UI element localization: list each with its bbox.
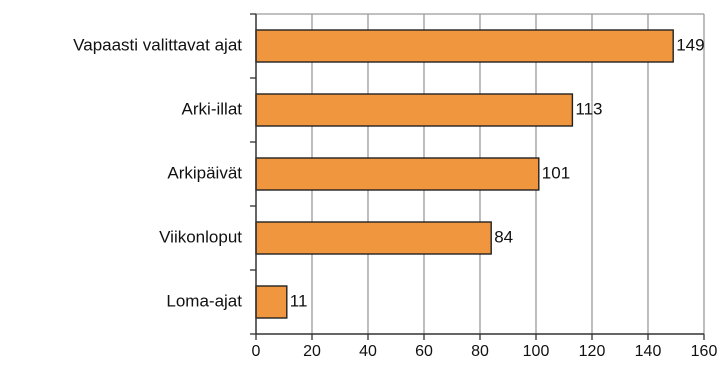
x-tick-label: 80 <box>471 343 489 360</box>
axes <box>250 13 705 340</box>
x-tick-label: 40 <box>359 343 377 360</box>
x-tick-label: 120 <box>579 343 606 360</box>
bar <box>255 285 288 319</box>
value-label: 101 <box>542 163 570 182</box>
category-labels: Vapaasti valittavat ajat Arki-illat Arkipä… <box>73 35 242 310</box>
category-label: Viikonloput <box>159 227 242 246</box>
x-tick-label: 160 <box>691 343 718 360</box>
category-label: Arki-illat <box>182 99 243 118</box>
x-tick-label: 60 <box>415 343 433 360</box>
x-tick-label: 100 <box>523 343 550 360</box>
value-label: 149 <box>676 35 704 54</box>
x-tick-label: 20 <box>303 343 321 360</box>
category-label: Loma-ajat <box>166 291 242 310</box>
tick-labels: 0 20 40 60 80 100 120 140 160 <box>252 343 718 360</box>
x-tick-label: 0 <box>252 343 261 360</box>
value-label: 113 <box>575 99 602 118</box>
bar <box>255 29 674 63</box>
value-label: 84 <box>494 227 513 246</box>
value-labels: 149 113 101 84 11 <box>290 35 705 310</box>
category-label: Vapaasti valittavat ajat <box>73 35 242 54</box>
category-label: Arkipäivät <box>167 163 242 182</box>
bar <box>255 157 540 191</box>
bars <box>255 29 674 319</box>
x-tick-label: 140 <box>635 343 662 360</box>
bar <box>255 221 492 255</box>
value-label: 11 <box>290 291 308 310</box>
bar <box>255 93 574 127</box>
